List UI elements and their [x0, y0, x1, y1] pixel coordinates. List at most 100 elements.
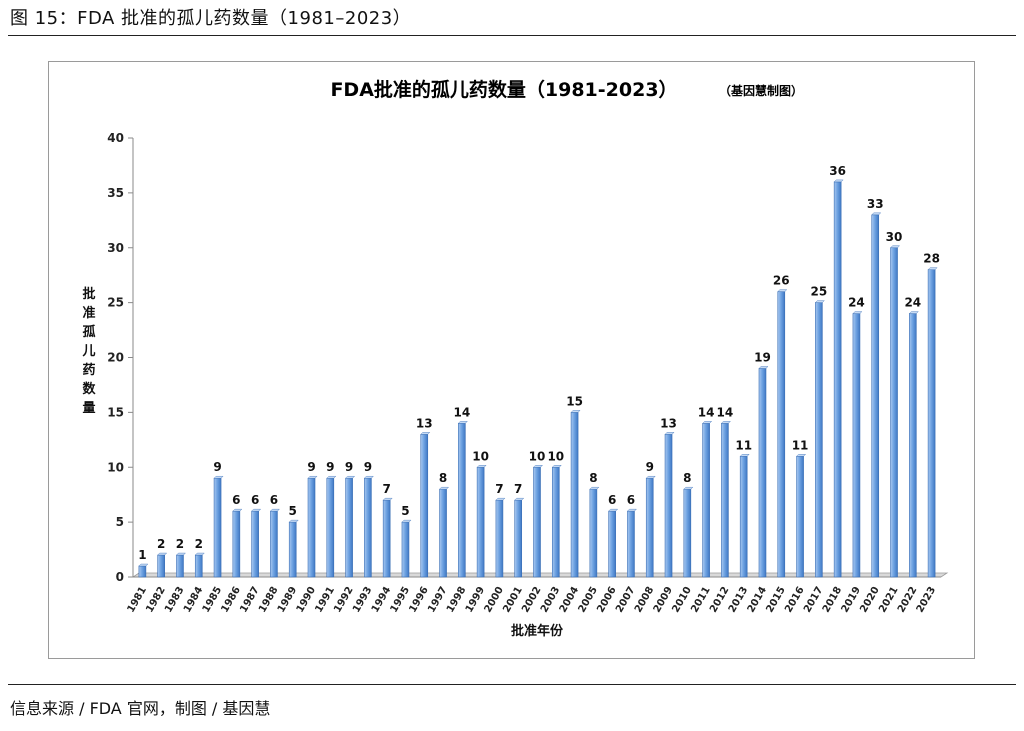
bar-top: [739, 454, 750, 457]
bar-value-label: 11: [735, 438, 752, 452]
bar: [533, 466, 541, 578]
bar-top: [758, 366, 769, 369]
bar-top: [551, 465, 562, 468]
bar-top: [796, 454, 807, 457]
bar-value-label: 15: [566, 394, 583, 408]
bar: [796, 455, 804, 578]
top-rule: [8, 35, 1016, 36]
bar-top: [251, 508, 262, 512]
bar-value-label: 9: [307, 460, 315, 474]
bar-value-label: 26: [773, 274, 790, 288]
bar-top: [326, 476, 337, 479]
bar: [608, 510, 616, 578]
bar-value-label: 6: [608, 493, 616, 507]
bar-top: [213, 476, 224, 479]
bar-value-label: 14: [453, 405, 470, 419]
bar: [476, 466, 485, 578]
bottom-rule: [8, 684, 1016, 685]
y-tick-label: 25: [107, 296, 124, 310]
bar-top: [626, 508, 637, 512]
bar-value-label: 9: [213, 460, 221, 474]
bar: [683, 488, 692, 578]
bar: [232, 510, 241, 578]
y-tick-label: 40: [107, 131, 124, 145]
bar-value-label: 8: [439, 471, 447, 485]
bar-value-label: 10: [472, 449, 489, 463]
bar: [927, 269, 936, 578]
bar-top: [664, 432, 675, 435]
bar-chart: FDA批准的孤儿药数量（1981-2023） （基因慧制图） 051015202…: [81, 78, 949, 639]
figure-caption: 图 15：FDA 批准的孤儿药数量（1981–2023）: [10, 8, 412, 29]
bar-top: [457, 421, 468, 424]
bar: [551, 466, 560, 578]
y-axis-label-char: 批: [82, 286, 95, 302]
bar: [364, 477, 372, 578]
bar: [213, 477, 222, 578]
bar-top: [420, 432, 431, 435]
bar-top: [439, 487, 450, 490]
bar: [589, 488, 598, 578]
y-tick-label: 15: [107, 405, 124, 419]
bar-value-label: 25: [811, 285, 828, 299]
bar: [420, 434, 429, 578]
bar-top: [533, 465, 543, 468]
bar-top: [720, 421, 731, 424]
bar-top: [288, 519, 299, 523]
bar-top: [476, 465, 487, 468]
bar: [345, 477, 353, 578]
bar-top: [852, 311, 863, 314]
bar-top: [157, 552, 168, 556]
y-tick-label: 5: [116, 515, 124, 529]
bar-top: [570, 410, 581, 413]
bar-top: [683, 487, 694, 490]
y-axis-label-char: 药: [82, 362, 95, 378]
bar: [439, 488, 447, 578]
bar-value-label: 1: [138, 548, 146, 562]
bar-value-label: 6: [232, 493, 240, 507]
bar: [777, 291, 786, 578]
bar: [871, 214, 880, 578]
bar-value-label: 24: [848, 296, 865, 310]
bar: [664, 434, 673, 578]
bar: [570, 412, 579, 578]
bar: [909, 313, 917, 578]
chart-frame: FDA批准的孤儿药数量（1981-2023） （基因慧制图） 0 5 10 15 20 2…: [48, 61, 975, 659]
bar-top: [777, 289, 788, 292]
bar: [157, 554, 165, 578]
bar-top: [307, 476, 318, 479]
bar: [176, 554, 184, 578]
bar-top: [608, 508, 619, 512]
bar: [627, 510, 635, 578]
bar-value-label: 6: [270, 493, 278, 507]
y-tick-label: 30: [107, 241, 124, 255]
bar-value-label: 14: [717, 405, 734, 419]
bar: [890, 247, 898, 578]
chart-title: FDA批准的孤儿药数量（1981-2023）: [330, 78, 677, 101]
bar-value-label: 2: [157, 537, 165, 551]
y-tick-label: 20: [107, 351, 124, 365]
bar-top: [345, 476, 356, 479]
bar-value-label: 9: [326, 460, 334, 474]
bar: [251, 510, 259, 578]
bar-value-label: 8: [589, 471, 597, 485]
bar-top: [833, 179, 844, 183]
bar: [138, 565, 147, 578]
chart-title-note: （基因慧制图）: [719, 83, 803, 98]
bar-top: [890, 245, 901, 248]
bar-top: [645, 476, 656, 479]
bar: [458, 423, 466, 578]
bar: [514, 499, 523, 578]
bar: [721, 423, 729, 578]
bar-top: [401, 519, 412, 523]
y-tick-label: 10: [107, 460, 124, 474]
bar-value-label: 6: [627, 493, 635, 507]
x-tick-label: 2023: [915, 585, 938, 615]
bar: [382, 499, 391, 578]
y-axis-label-char: 数: [82, 381, 96, 397]
bar: [645, 477, 654, 578]
bar-value-label: 2: [176, 537, 184, 551]
bar-value-label: 9: [345, 460, 353, 474]
bar: [270, 510, 278, 578]
source-note: 信息来源 / FDA 官网，制图 / 基因慧: [10, 699, 271, 718]
